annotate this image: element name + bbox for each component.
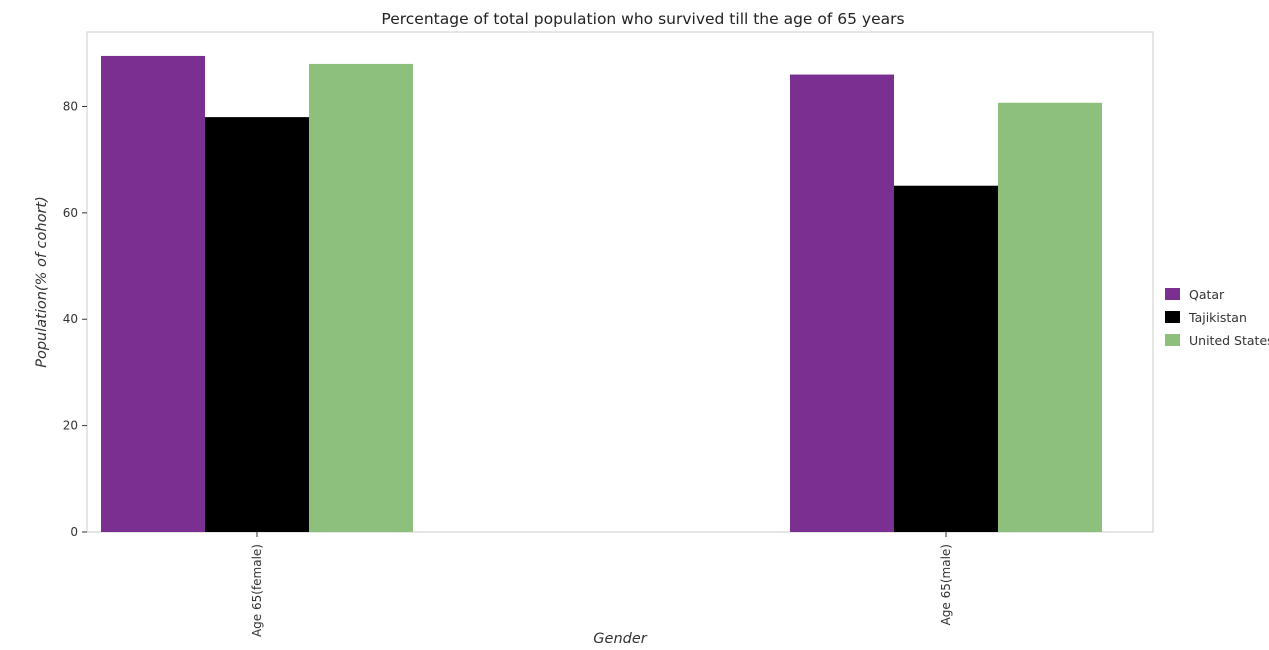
legend-label: United States [1189, 333, 1269, 348]
y-tick-label: 20 [63, 419, 78, 433]
y-axis-label: Population(% of cohort) [34, 196, 50, 368]
bar-united-states [309, 63, 413, 533]
x-axis: Age 65(female) Age 65(male) [250, 532, 953, 637]
x-axis-label: Gender [593, 631, 647, 647]
bar-united-states [998, 102, 1102, 532]
legend-swatch [1165, 311, 1180, 323]
bar-qatar [101, 55, 205, 533]
legend-swatch [1165, 334, 1180, 346]
legend-label: Tajikistan [1188, 310, 1247, 325]
chart-title: Percentage of total population who survi… [381, 10, 904, 28]
bar-qatar [790, 74, 894, 532]
y-axis: 0 20 40 60 80 [63, 99, 87, 539]
legend: Qatar Tajikistan United States [1165, 287, 1269, 348]
y-tick-label: 80 [63, 99, 78, 113]
x-tick-label: Age 65(male) [939, 544, 953, 625]
y-tick-label: 0 [70, 525, 78, 539]
legend-label: Qatar [1189, 287, 1225, 302]
x-tick-label: Age 65(female) [250, 544, 264, 637]
legend-swatch [1165, 288, 1180, 300]
y-tick-label: 60 [63, 206, 78, 220]
bar-tajikistan [894, 185, 998, 533]
bars [101, 55, 1102, 533]
bar-tajikistan [205, 117, 309, 532]
y-tick-label: 40 [63, 312, 78, 326]
